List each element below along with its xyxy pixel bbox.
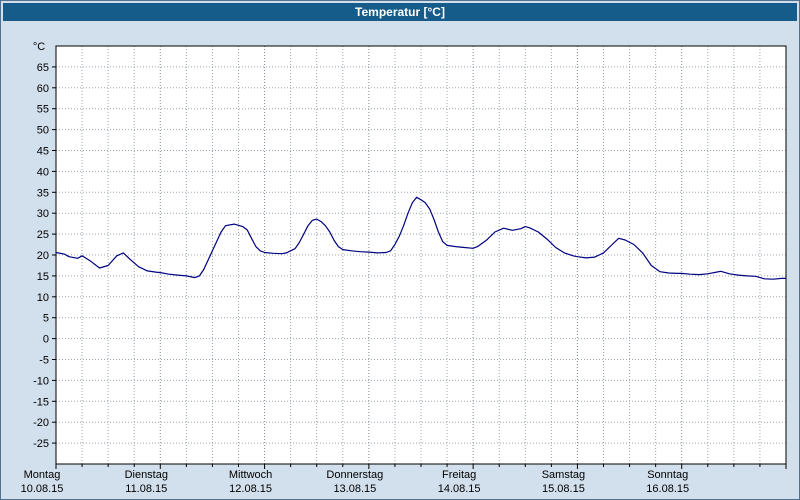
day-date-label: 11.08.15 (125, 483, 167, 495)
day-date-label: 16.08.15 (646, 483, 689, 495)
day-date-label: 12.08.15 (229, 483, 272, 495)
y-tick-label: -20 (33, 417, 49, 429)
y-tick-label: -10 (33, 375, 49, 387)
day-name-label: Montag (24, 469, 61, 481)
day-date-label: 13.08.15 (333, 483, 376, 495)
day-name-label: Sonntag (647, 469, 688, 481)
y-tick-label: 30 (37, 208, 49, 220)
window-title: Temperatur [°C] (355, 5, 445, 19)
y-tick-label: -5 (39, 355, 49, 367)
day-name-label: Donnerstag (326, 469, 383, 481)
y-tick-label: 10 (37, 292, 49, 304)
y-axis-unit-label: °C (33, 41, 45, 53)
y-tick-label: 0 (43, 334, 49, 346)
y-tick-label: 40 (37, 166, 49, 178)
y-tick-label: 5 (43, 313, 49, 325)
plot-area (56, 46, 786, 464)
y-tick-label: -15 (33, 396, 49, 408)
day-name-label: Mittwoch (229, 469, 272, 481)
y-tick-label: 25 (37, 229, 49, 241)
y-tick-label: 65 (37, 62, 49, 74)
day-name-label: Dienstag (125, 469, 168, 481)
y-tick-label: 45 (37, 146, 49, 158)
day-date-label: 15.08.15 (542, 483, 585, 495)
y-tick-label: -25 (33, 438, 49, 450)
y-tick-label: 55 (37, 104, 49, 116)
day-date-label: 14.08.15 (438, 483, 481, 495)
y-tick-label: 60 (37, 83, 49, 95)
y-tick-label: 35 (37, 187, 49, 199)
temperature-line (55, 196, 786, 280)
window-titlebar: Temperatur [°C] (3, 3, 797, 21)
y-tick-label: 20 (37, 250, 49, 262)
day-name-label: Samstag (542, 469, 585, 481)
y-tick-label: 15 (37, 271, 49, 283)
day-date-label: 10.08.15 (21, 483, 64, 495)
y-tick-label: 50 (37, 125, 49, 137)
day-name-label: Freitag (442, 469, 476, 481)
